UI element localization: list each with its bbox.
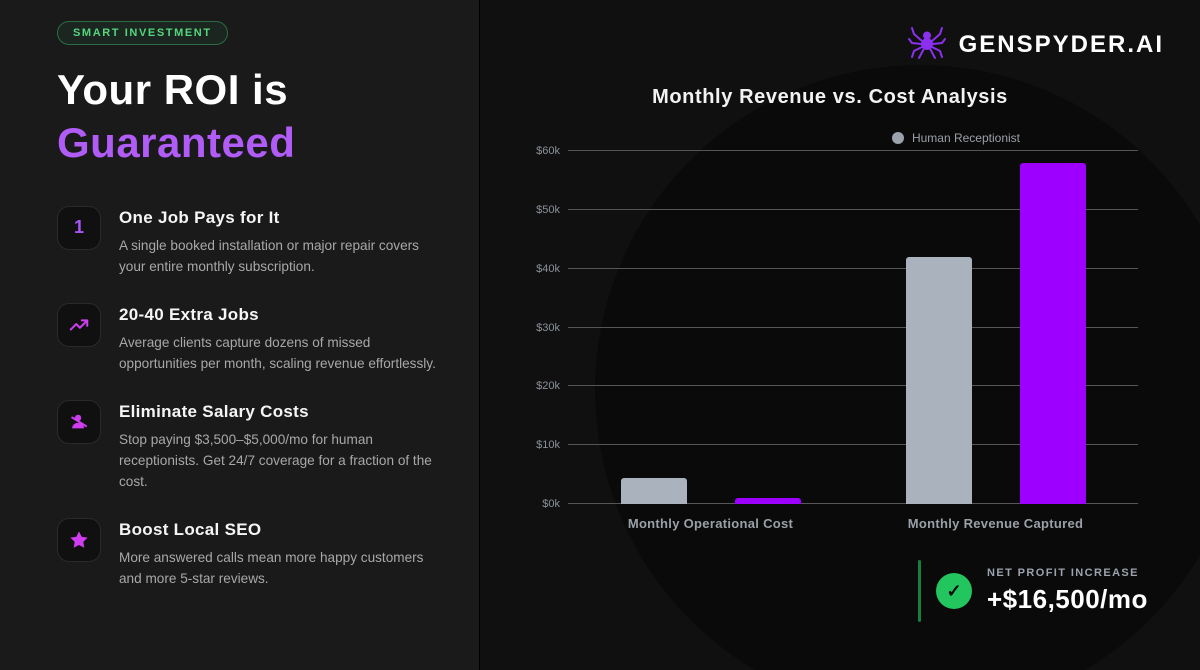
y-tick-label: $50k (536, 203, 560, 216)
number-1-icon: 1 (57, 205, 101, 250)
y-tick-label: $0k (542, 498, 560, 510)
smart-investment-badge: SMART INVESTMENT (57, 21, 228, 45)
chart-title: Monthly Revenue vs. Cost Analysis (652, 86, 1008, 108)
page-title: Your ROI is Guaranteed (57, 63, 439, 170)
x-axis-labels: Monthly Operational Cost Monthly Revenue … (568, 516, 1138, 531)
trending-up-icon (57, 302, 101, 347)
feature-text: One Job Pays for It A single booked inst… (119, 206, 439, 278)
legend-label: Human Receptionist (911, 131, 1020, 145)
feature-desc: Stop paying $3,500–$5,000/mo for human r… (119, 431, 432, 490)
user-slash-icon (57, 399, 101, 444)
check-icon: ✓ (936, 573, 972, 609)
feature-text: Eliminate Salary Costs Stop paying $3,50… (119, 400, 439, 493)
y-tick-label: $40k (536, 262, 560, 275)
feature-one-job: 1 One Job Pays for It A single booked in… (57, 205, 439, 278)
legend-item: Human Receptionist (891, 131, 1020, 145)
left-panel: SMART INVESTMENT Your ROI is Guaranteed … (0, 0, 480, 670)
profit-text: NET PROFIT INCREASE +$16,500/mo (987, 567, 1148, 615)
gridline (568, 503, 1138, 504)
bar-group (853, 151, 1138, 504)
net-profit-callout: ✓ NET PROFIT INCREASE +$16,500/mo (918, 560, 1148, 622)
star-icon (57, 517, 101, 562)
chart: Monthly Revenue vs. Cost Analysis Human … (522, 86, 1138, 531)
gridline (568, 444, 1138, 446)
title-line-2: Guaranteed (57, 119, 296, 167)
brand-logo: GENSPYDER.AI (905, 20, 1164, 69)
chart-legend: Human Receptionist (522, 131, 1138, 145)
legend-dot (891, 132, 904, 144)
gridline (568, 208, 1138, 210)
bar-series-0 (620, 477, 687, 504)
feature-boost-seo: Boost Local SEO More answered calls mean… (57, 517, 439, 590)
feature-desc: Average clients capture dozens of missed… (119, 334, 436, 372)
y-tick-label: $60k (536, 145, 560, 157)
feature-title: Boost Local SEO (119, 519, 262, 539)
x-axis-label: Monthly Revenue Captured (907, 516, 1084, 531)
plot-area (568, 150, 1138, 504)
x-axis-label: Monthly Operational Cost (627, 516, 794, 531)
feature-text: Boost Local SEO More answered calls mean… (119, 518, 439, 590)
feature-title: 20-40 Extra Jobs (119, 304, 259, 324)
feature-title: Eliminate Salary Costs (119, 401, 309, 421)
feature-title: One Job Pays for It (119, 207, 280, 227)
gridline (568, 267, 1138, 269)
title-line-1: Your ROI is (57, 66, 289, 113)
profit-label: NET PROFIT INCREASE (987, 567, 1139, 579)
feature-desc: More answered calls mean more happy cust… (119, 549, 424, 587)
gridline (568, 385, 1138, 387)
y-tick-label: $30k (536, 321, 560, 334)
feature-extra-jobs: 20-40 Extra Jobs Average clients capture… (57, 302, 439, 375)
gridline (568, 150, 1138, 151)
spider-icon (905, 20, 949, 69)
y-tick-label: $10k (536, 439, 560, 452)
bar-groups (568, 151, 1138, 504)
y-tick-label: $20k (536, 380, 560, 393)
feature-text: 20-40 Extra Jobs Average clients capture… (119, 303, 439, 375)
feature-eliminate-salary: Eliminate Salary Costs Stop paying $3,50… (57, 399, 439, 493)
feature-list: 1 One Job Pays for It A single booked in… (57, 205, 439, 590)
bar-series-1 (734, 498, 801, 504)
bar-series-0 (905, 256, 972, 504)
green-accent-line (918, 560, 921, 622)
brand-name: GENSPYDER.AI (958, 30, 1164, 58)
gridline (568, 326, 1138, 328)
right-panel: GENSPYDER.AI Monthly Revenue vs. Cost An… (480, 0, 1200, 670)
bar-group (568, 151, 853, 504)
feature-desc: A single booked installation or major re… (119, 237, 419, 275)
profit-value: +$16,500/mo (987, 584, 1148, 614)
bar-series-1 (1019, 162, 1086, 504)
plot-row: $0k $10k $20k $30k $40k $50k $60k (522, 145, 1138, 510)
y-axis: $0k $10k $20k $30k $40k $50k $60k (522, 145, 568, 510)
